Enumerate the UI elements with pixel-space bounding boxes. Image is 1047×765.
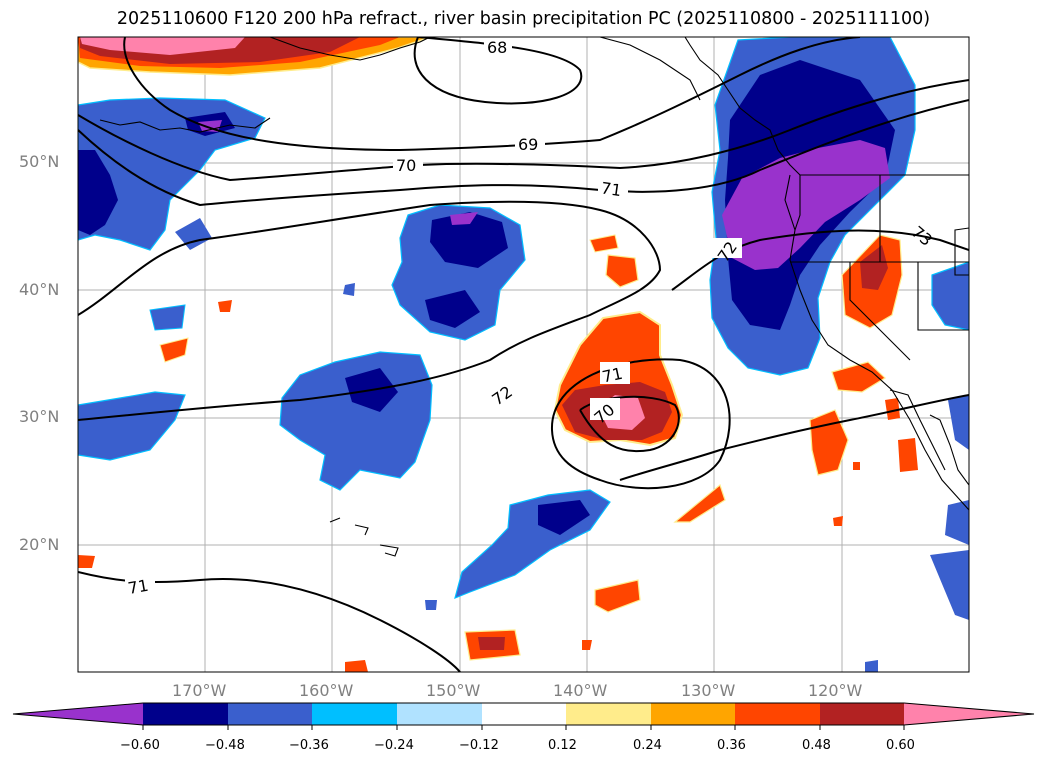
contour-label-70: 70 [396,156,416,175]
lon-label-120w: 120°W [808,681,863,700]
colorbar-tick-label: 0.36 [717,738,746,753]
lat-label-30n: 30°N [19,407,60,426]
colorbar-bin [312,703,397,725]
colorbar-bin [735,703,820,725]
colorbar-bin [651,703,735,725]
lon-label-130w: 130°W [681,681,736,700]
refractivity-contours [78,37,969,672]
contour-label-71-south: 71 [126,576,149,598]
colorbar-extend-min [13,703,143,725]
colorbar-tick-label: −0.24 [374,738,414,753]
lon-label-160w: 160°W [299,681,354,700]
colorbar-tick-label: 0.60 [886,738,915,753]
lat-label-50n: 50°N [19,152,60,171]
contour-label-71: 71 [600,178,623,200]
contour-label-69: 69 [518,135,538,154]
negative-pc-areas [78,37,969,672]
colorbar [12,702,1035,730]
colorbar-tick-label: −0.36 [289,738,329,753]
lon-label-150w: 150°W [426,681,481,700]
colorbar-bin [820,703,904,725]
colorbar-bin [228,703,312,725]
contour-label-71-low: 71 [600,364,624,387]
contour-label-68: 68 [487,38,507,57]
lon-label-170w: 170°W [172,681,227,700]
colorbar-extend-max [904,703,1034,725]
colorbar-tick-label: 0.24 [633,738,662,753]
lon-label-140w: 140°W [553,681,608,700]
colorbar-tick-label: −0.12 [459,738,499,753]
colorbar-tick-label: 0.12 [548,738,577,753]
map-title: 2025110600 F120 200 hPa refract., river … [116,9,931,29]
colorbar-tick-label: 0.48 [802,738,831,753]
colorbar-bin [397,703,482,725]
colorbar-bin [482,703,566,725]
lat-label-20n: 20°N [19,535,60,554]
coastlines [99,37,969,557]
lat-label-40n: 40°N [19,280,60,299]
colorbar-tick-label: −0.48 [205,738,245,753]
colorbar-bin [566,703,651,725]
colorbar-tick-label: −0.60 [120,738,160,753]
contour-label-backing [125,37,742,596]
colorbar-bin [143,703,228,725]
